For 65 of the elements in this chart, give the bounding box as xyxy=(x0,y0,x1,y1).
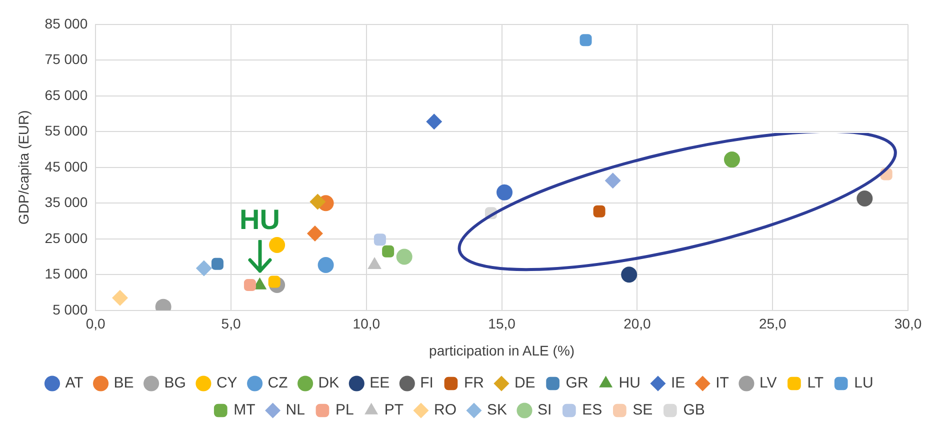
y-tick-label: 65 000 xyxy=(44,86,88,103)
legend-label: SK xyxy=(486,402,507,419)
legend-label: BG xyxy=(164,374,186,392)
point xyxy=(593,205,606,218)
legend-label: AT xyxy=(65,374,84,392)
point xyxy=(604,172,621,189)
legend-label: GB xyxy=(683,402,705,419)
annotation: HU xyxy=(238,204,281,236)
y-tick-label: 55 000 xyxy=(44,122,88,139)
legend-label: PT xyxy=(384,402,404,419)
point xyxy=(621,266,638,283)
legend-label: EE xyxy=(370,374,390,392)
legend-label: LT xyxy=(807,374,824,392)
x-tick-label: 0,0 xyxy=(86,316,106,332)
point xyxy=(211,258,224,270)
y-tick-label: 25 000 xyxy=(44,230,88,246)
x-tick-label: 25,0 xyxy=(758,316,786,332)
point xyxy=(310,194,326,210)
y-tick-label: 75 000 xyxy=(44,51,88,68)
point xyxy=(196,260,212,276)
point xyxy=(496,184,513,200)
legend-label: RO xyxy=(434,402,456,419)
legend-label: GR xyxy=(566,374,588,392)
y-tick-label: 45 000 xyxy=(44,158,88,174)
point xyxy=(318,257,334,273)
legend-label: MT xyxy=(234,402,256,419)
y-tick-label: 35 000 xyxy=(44,194,88,210)
legend-label: IE xyxy=(670,374,686,392)
legend-label: SE xyxy=(632,402,653,419)
legend-label: FI xyxy=(420,374,434,392)
y-tick-label: 85 000 xyxy=(44,15,88,32)
legend-label: PL xyxy=(335,402,354,419)
legend-label: SI xyxy=(537,402,552,419)
point xyxy=(580,34,592,46)
point xyxy=(269,236,286,253)
y-axis-title: GDP/capita (EUR) xyxy=(15,110,32,225)
legend-label: DK xyxy=(318,374,340,392)
x-axis-title: participation in ALE (%) xyxy=(429,342,575,358)
legend-label: FR xyxy=(464,374,484,392)
x-tick-label: 20,0 xyxy=(624,316,652,332)
legend-label: IT xyxy=(716,374,729,392)
legend-label: DE xyxy=(514,374,536,392)
legend-label: CZ xyxy=(268,374,288,392)
x-tick-label: 15,0 xyxy=(488,316,516,332)
legend-label: LV xyxy=(759,374,777,392)
legend-label: HU xyxy=(618,374,640,392)
y-tick-label: 5 000 xyxy=(52,301,88,318)
legend-label: LU xyxy=(854,374,874,392)
point xyxy=(382,245,394,258)
x-tick-label: 5,0 xyxy=(221,316,241,332)
point xyxy=(396,248,412,265)
legend-label: ES xyxy=(582,402,602,419)
point xyxy=(374,234,386,246)
point xyxy=(112,290,128,306)
point xyxy=(724,152,740,168)
legend-label: NL xyxy=(286,402,305,419)
y-tick-label: 15 000 xyxy=(44,266,88,282)
x-tick-label: 10,0 xyxy=(352,316,380,332)
point xyxy=(856,190,873,207)
point xyxy=(244,279,256,292)
legend-label: CY xyxy=(216,374,238,392)
legend-label: BE xyxy=(114,374,134,392)
point xyxy=(306,226,323,242)
x-tick-label: 30,0 xyxy=(894,316,922,332)
point xyxy=(426,114,442,130)
